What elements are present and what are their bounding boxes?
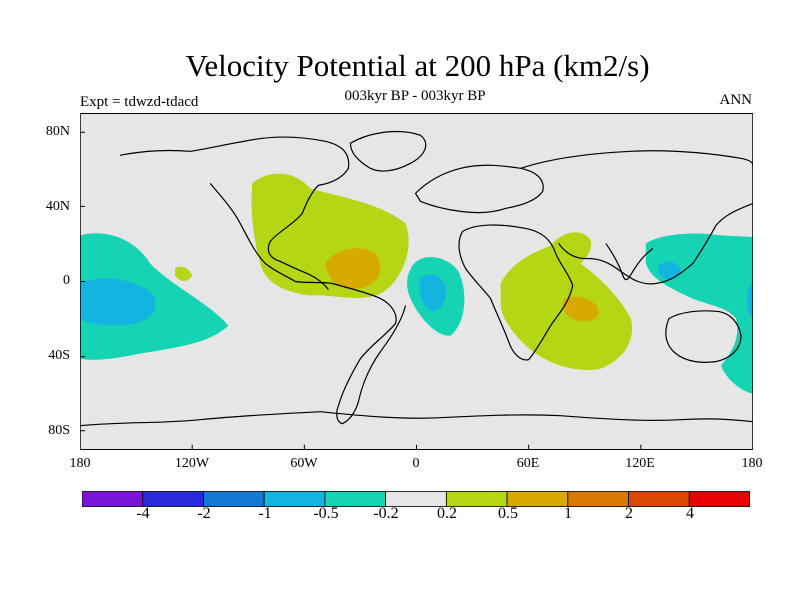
colorbar-label: 2 bbox=[625, 505, 633, 522]
map-plot bbox=[80, 113, 753, 450]
contour-edge-neg-mid bbox=[746, 281, 753, 318]
colorbar-label: -4 bbox=[136, 505, 150, 522]
ticks bbox=[80, 131, 642, 450]
coastline-antarctica bbox=[80, 411, 753, 427]
contour-americas-pos-mid bbox=[325, 248, 381, 290]
coastline-asia bbox=[520, 150, 753, 285]
colorbar-label: -1 bbox=[258, 505, 272, 522]
contour-pacific-neg-weak bbox=[80, 233, 229, 360]
colorbar-box bbox=[203, 491, 265, 507]
coastline-europe bbox=[414, 164, 544, 214]
colorbar-box bbox=[142, 491, 204, 507]
colorbar-label: 4 bbox=[686, 505, 694, 522]
colorbar-box bbox=[688, 491, 750, 507]
colorbar-label: 0.2 bbox=[437, 505, 457, 522]
contour-atlantic-neg-mid bbox=[419, 274, 447, 312]
contour-indian-pos-mid bbox=[562, 296, 599, 322]
experiment-label: Expt = tdwzd-tdacd bbox=[80, 94, 199, 110]
x-tick-label: 60E bbox=[516, 456, 540, 471]
contour-pacific-small-pos bbox=[175, 266, 193, 281]
chart-title: Velocity Potential at 200 hPa (km2/s) bbox=[185, 48, 650, 83]
colorbar-label: -0.5 bbox=[313, 505, 339, 522]
colorbar bbox=[82, 491, 750, 507]
coastline-australia bbox=[665, 310, 742, 363]
colorbar-label: 1 bbox=[564, 505, 572, 522]
x-tick-label: 180 bbox=[69, 456, 91, 471]
y-tick-label: 40N bbox=[45, 199, 70, 214]
colorbar-box bbox=[82, 491, 144, 507]
coastline-south-america bbox=[295, 280, 407, 425]
x-tick-label: 60W bbox=[290, 456, 318, 471]
x-tick-label: 180 bbox=[741, 456, 763, 471]
coastlines bbox=[80, 130, 753, 427]
season-label: ANN bbox=[719, 92, 753, 108]
x-tick-label: 0 bbox=[412, 456, 420, 471]
colorbar-box bbox=[567, 491, 629, 507]
y-tick-label: 0 bbox=[63, 273, 70, 288]
x-tick-label: 120E bbox=[625, 456, 655, 471]
coastline-africa bbox=[458, 224, 574, 361]
colorbar-label: 0.5 bbox=[498, 505, 518, 522]
colorbar-box bbox=[628, 491, 690, 507]
coastline-greenland bbox=[349, 130, 427, 172]
y-tick-label: 80N bbox=[45, 124, 70, 139]
contour-fills bbox=[80, 173, 753, 394]
contour-pacific-neg-mid bbox=[80, 278, 157, 326]
y-tick-label: 80S bbox=[48, 423, 70, 438]
y-tick-label: 40S bbox=[48, 348, 70, 363]
chart-subtitle: 003kyr BP - 003kyr BP bbox=[344, 88, 486, 104]
coastline-central-america bbox=[209, 182, 296, 283]
coastline-north-america bbox=[119, 136, 350, 290]
x-tick-label: 120W bbox=[174, 456, 210, 471]
contour-westpac-neg-mid bbox=[658, 261, 681, 280]
coastline-india bbox=[605, 243, 654, 281]
colorbar-label: -0.2 bbox=[373, 505, 399, 522]
colorbar-boxes bbox=[82, 491, 750, 507]
colorbar-label: -2 bbox=[197, 505, 211, 522]
